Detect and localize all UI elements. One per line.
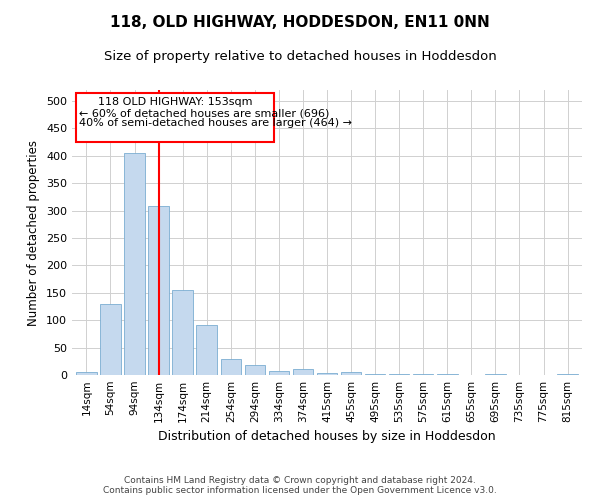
Text: Contains HM Land Registry data © Crown copyright and database right 2024.
Contai: Contains HM Land Registry data © Crown c… — [103, 476, 497, 495]
Bar — [148, 206, 169, 375]
Bar — [100, 304, 121, 375]
Bar — [124, 153, 145, 375]
Text: 118, OLD HIGHWAY, HODDESDON, EN11 0NN: 118, OLD HIGHWAY, HODDESDON, EN11 0NN — [110, 15, 490, 30]
Bar — [365, 374, 385, 375]
Bar — [317, 373, 337, 375]
Bar — [437, 374, 458, 375]
Text: ← 60% of detached houses are smaller (696): ← 60% of detached houses are smaller (69… — [79, 108, 329, 118]
Y-axis label: Number of detached properties: Number of detached properties — [28, 140, 40, 326]
Bar — [76, 372, 97, 375]
Text: Size of property relative to detached houses in Hoddesdon: Size of property relative to detached ho… — [104, 50, 496, 63]
Bar — [221, 359, 241, 375]
Bar — [196, 324, 217, 375]
Bar — [172, 290, 193, 375]
X-axis label: Distribution of detached houses by size in Hoddesdon: Distribution of detached houses by size … — [158, 430, 496, 444]
Bar — [245, 364, 265, 375]
Bar — [485, 374, 506, 375]
Bar — [341, 372, 361, 375]
Bar — [557, 374, 578, 375]
Bar — [413, 374, 433, 375]
Bar — [389, 374, 409, 375]
Bar — [293, 369, 313, 375]
Text: 118 OLD HIGHWAY: 153sqm: 118 OLD HIGHWAY: 153sqm — [98, 97, 252, 107]
Bar — [76, 92, 274, 142]
Text: 40% of semi-detached houses are larger (464) →: 40% of semi-detached houses are larger (… — [79, 118, 352, 128]
Bar — [269, 370, 289, 375]
